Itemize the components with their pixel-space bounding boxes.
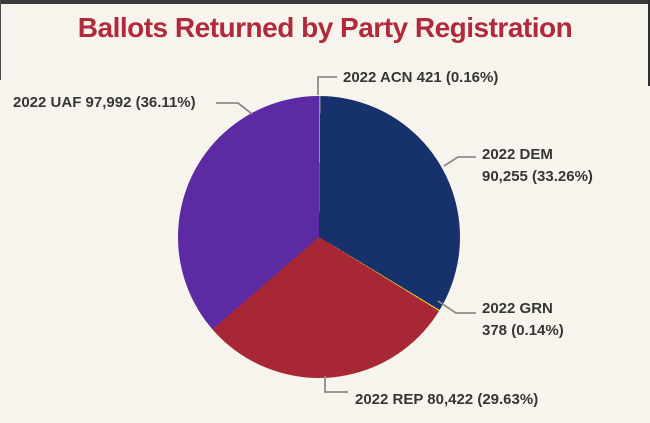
slice-label-grn: 2022 GRN 378 (0.14%) bbox=[482, 298, 564, 342]
left-edge-border bbox=[0, 0, 1, 80]
leader-line-uaf bbox=[216, 102, 253, 115]
slice-label-grn-line1: 2022 GRN bbox=[482, 300, 553, 317]
top-border-bar bbox=[0, 0, 650, 4]
slice-label-uaf: 2022 UAF 97,992 (36.11%) bbox=[13, 94, 196, 111]
slice-label-acn: 2022 ACN 421 (0.16%) bbox=[343, 69, 499, 86]
leader-line-dem bbox=[443, 156, 476, 167]
right-edge-border bbox=[648, 0, 650, 86]
leader-line-acn bbox=[317, 76, 337, 95]
leader-line-rep bbox=[324, 376, 348, 393]
slice-label-rep: 2022 REP 80,422 (29.63%) bbox=[355, 391, 539, 408]
slice-label-grn-line2: 378 (0.14%) bbox=[482, 322, 564, 339]
slice-label-dem-line1: 2022 DEM bbox=[482, 146, 553, 163]
slice-label-dem-line2: 90,255 (33.26%) bbox=[482, 168, 593, 185]
slice-label-dem: 2022 DEM 90,255 (33.26%) bbox=[482, 144, 593, 188]
pie-chart bbox=[178, 96, 460, 378]
chart-title: Ballots Returned by Party Registration bbox=[77, 12, 573, 43]
